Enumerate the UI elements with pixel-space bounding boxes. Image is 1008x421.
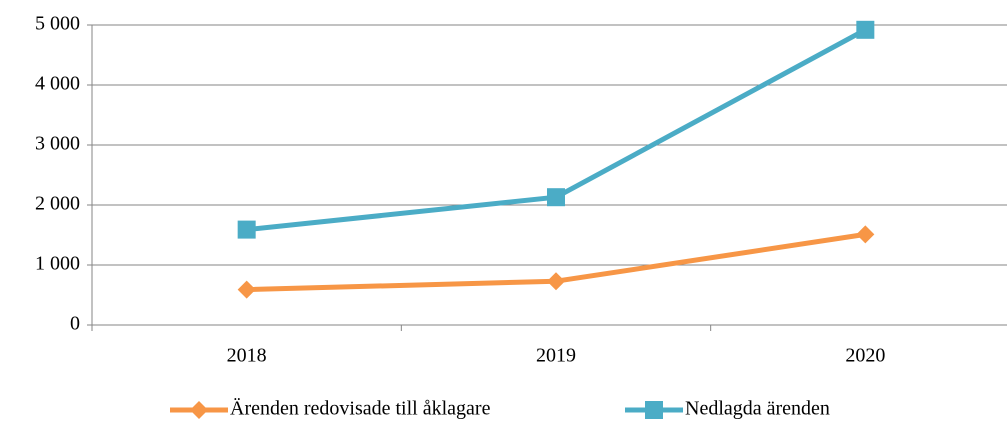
legend-label: Ärenden redovisade till åklagare	[230, 397, 491, 420]
data-point	[856, 225, 875, 244]
legend-marker	[190, 401, 208, 419]
x-tick-label: 2018	[227, 345, 267, 367]
y-tick-label: 4 000	[35, 73, 80, 95]
data-point	[237, 220, 256, 239]
y-tick-label: 5 000	[35, 13, 80, 35]
x-tick-label: 2020	[845, 345, 885, 367]
x-tick-label: 2019	[536, 345, 576, 367]
y-tick-label: 1 000	[35, 253, 80, 275]
data-point	[547, 272, 565, 291]
data-point	[237, 280, 256, 299]
y-tick-label: 3 000	[35, 133, 80, 155]
data-point	[856, 20, 875, 39]
data-point	[547, 188, 565, 207]
y-tick-label: 2 000	[35, 193, 80, 215]
y-tick-label: 0	[70, 313, 80, 335]
legend-marker	[645, 401, 663, 419]
legend-label: Nedlagda ärenden	[685, 398, 830, 420]
